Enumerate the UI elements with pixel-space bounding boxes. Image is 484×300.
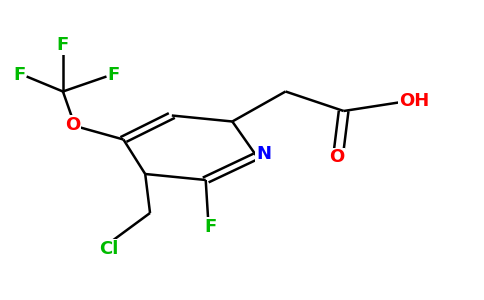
Text: F: F <box>204 218 217 236</box>
Text: O: O <box>65 116 80 134</box>
Text: O: O <box>329 148 344 166</box>
Text: F: F <box>57 36 69 54</box>
Text: F: F <box>13 66 26 84</box>
Text: Cl: Cl <box>99 240 119 258</box>
Text: OH: OH <box>399 92 429 110</box>
Text: N: N <box>257 145 271 163</box>
Text: F: F <box>107 66 120 84</box>
